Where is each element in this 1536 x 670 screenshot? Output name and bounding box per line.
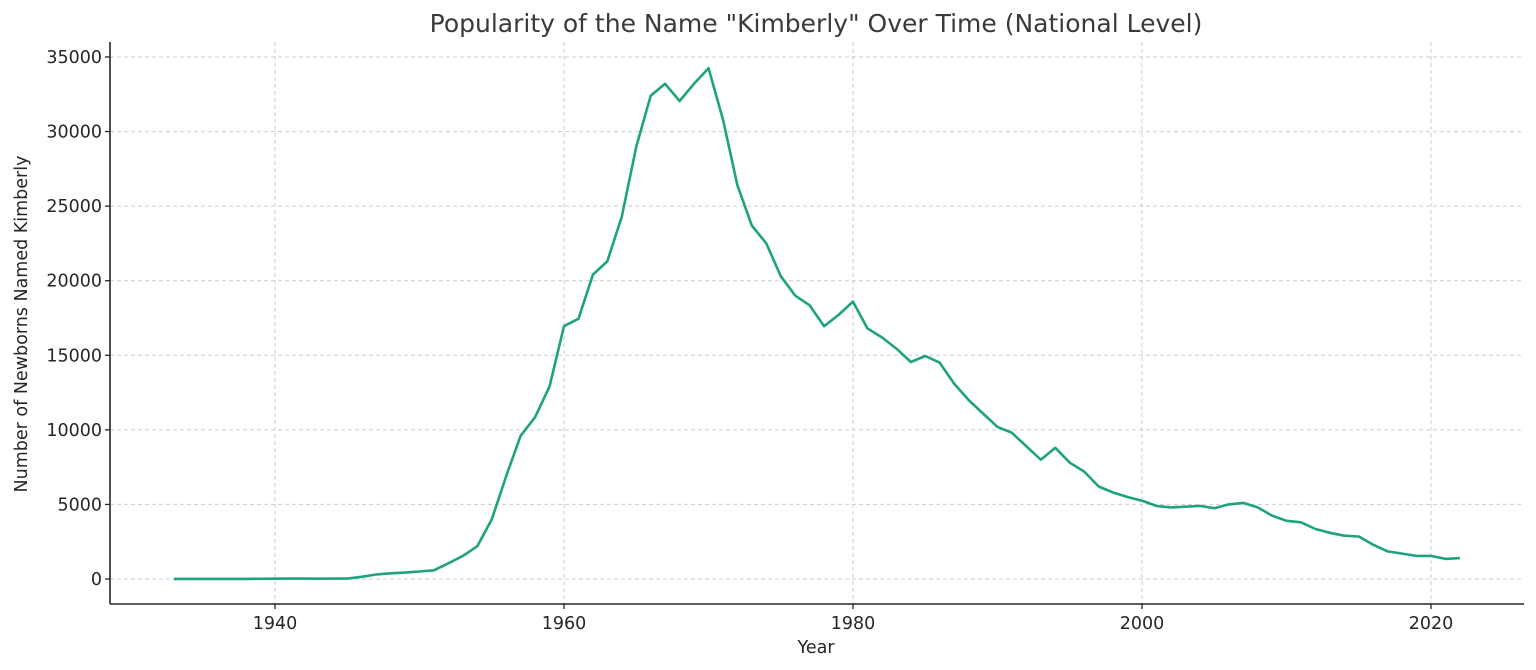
- y-axis-ticks: 0 5000 10000 15000 20000 25000 30000 35000: [46, 48, 110, 590]
- series-layer: [173, 66, 1460, 581]
- y-tick-label: 0: [91, 570, 102, 590]
- x-axis-label: Year: [796, 638, 835, 658]
- y-tick-label: 25000: [46, 197, 102, 217]
- y-tick-label: 5000: [57, 495, 102, 515]
- y-tick-label: 35000: [46, 48, 102, 68]
- series-line-kimberly: [173, 66, 1460, 581]
- x-tick-label: 2020: [1409, 614, 1454, 634]
- x-tick-label: 1980: [831, 614, 876, 634]
- x-tick-label: 1960: [542, 614, 587, 634]
- x-tick-label: 2000: [1120, 614, 1165, 634]
- axes: [109, 42, 1524, 605]
- y-axis-label: Number of Newborns Named Kimberly: [12, 156, 32, 493]
- y-tick-label: 15000: [46, 346, 102, 366]
- x-axis-ticks: 1940 1960 1980 2000 2020: [253, 604, 1454, 634]
- x-tick-label: 1940: [253, 614, 298, 634]
- y-tick-label: 10000: [46, 421, 102, 441]
- chart-title: Popularity of the Name "Kimberly" Over T…: [430, 9, 1203, 38]
- y-tick-label: 30000: [46, 123, 102, 143]
- grid-lines: [110, 42, 1524, 604]
- y-tick-label: 20000: [46, 272, 102, 292]
